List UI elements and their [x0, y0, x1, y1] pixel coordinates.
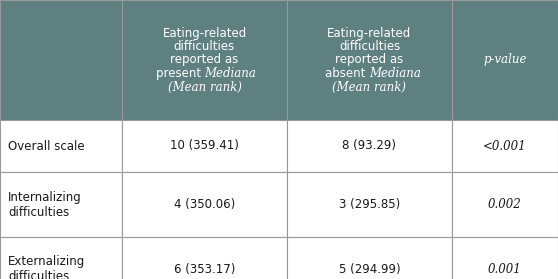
- Bar: [287, 237, 452, 279]
- Text: (Mean rank): (Mean rank): [333, 81, 406, 93]
- Text: p-value: p-value: [483, 54, 527, 66]
- Text: reported as: reported as: [335, 54, 403, 66]
- Text: 5 (294.99): 5 (294.99): [339, 263, 400, 276]
- Bar: [0, 237, 122, 279]
- Text: 10 (359.41): 10 (359.41): [170, 140, 239, 153]
- Text: <0.001: <0.001: [483, 140, 527, 153]
- Text: Mediana: Mediana: [369, 67, 421, 80]
- Bar: [287, 120, 452, 172]
- Text: (Mean rank): (Mean rank): [167, 81, 242, 93]
- Text: Eating-related: Eating-related: [328, 27, 412, 40]
- Bar: [0, 120, 122, 172]
- Text: 0.002: 0.002: [488, 198, 522, 211]
- Bar: [0, 0, 122, 120]
- Text: 3 (295.85): 3 (295.85): [339, 198, 400, 211]
- Bar: [452, 120, 558, 172]
- Text: 0.001: 0.001: [488, 263, 522, 276]
- Text: Mediana: Mediana: [204, 67, 256, 80]
- Text: present: present: [156, 67, 204, 80]
- Bar: [122, 0, 287, 120]
- Bar: [452, 237, 558, 279]
- Text: 8 (93.29): 8 (93.29): [343, 140, 397, 153]
- Bar: [0, 172, 122, 237]
- Text: Internalizing
difficulties: Internalizing difficulties: [8, 191, 82, 218]
- Text: 6 (353.17): 6 (353.17): [174, 263, 235, 276]
- Text: Overall scale: Overall scale: [8, 140, 85, 153]
- Bar: [122, 172, 287, 237]
- Bar: [452, 172, 558, 237]
- Text: absent: absent: [325, 67, 369, 80]
- Bar: [287, 0, 452, 120]
- Text: Eating-related: Eating-related: [162, 27, 247, 40]
- Text: 4 (350.06): 4 (350.06): [174, 198, 235, 211]
- Text: difficulties: difficulties: [339, 40, 400, 53]
- Text: Externalizing
difficulties: Externalizing difficulties: [8, 256, 85, 279]
- Bar: [452, 0, 558, 120]
- Bar: [287, 172, 452, 237]
- Bar: [122, 237, 287, 279]
- Text: difficulties: difficulties: [174, 40, 235, 53]
- Bar: [122, 120, 287, 172]
- Text: reported as: reported as: [170, 54, 239, 66]
